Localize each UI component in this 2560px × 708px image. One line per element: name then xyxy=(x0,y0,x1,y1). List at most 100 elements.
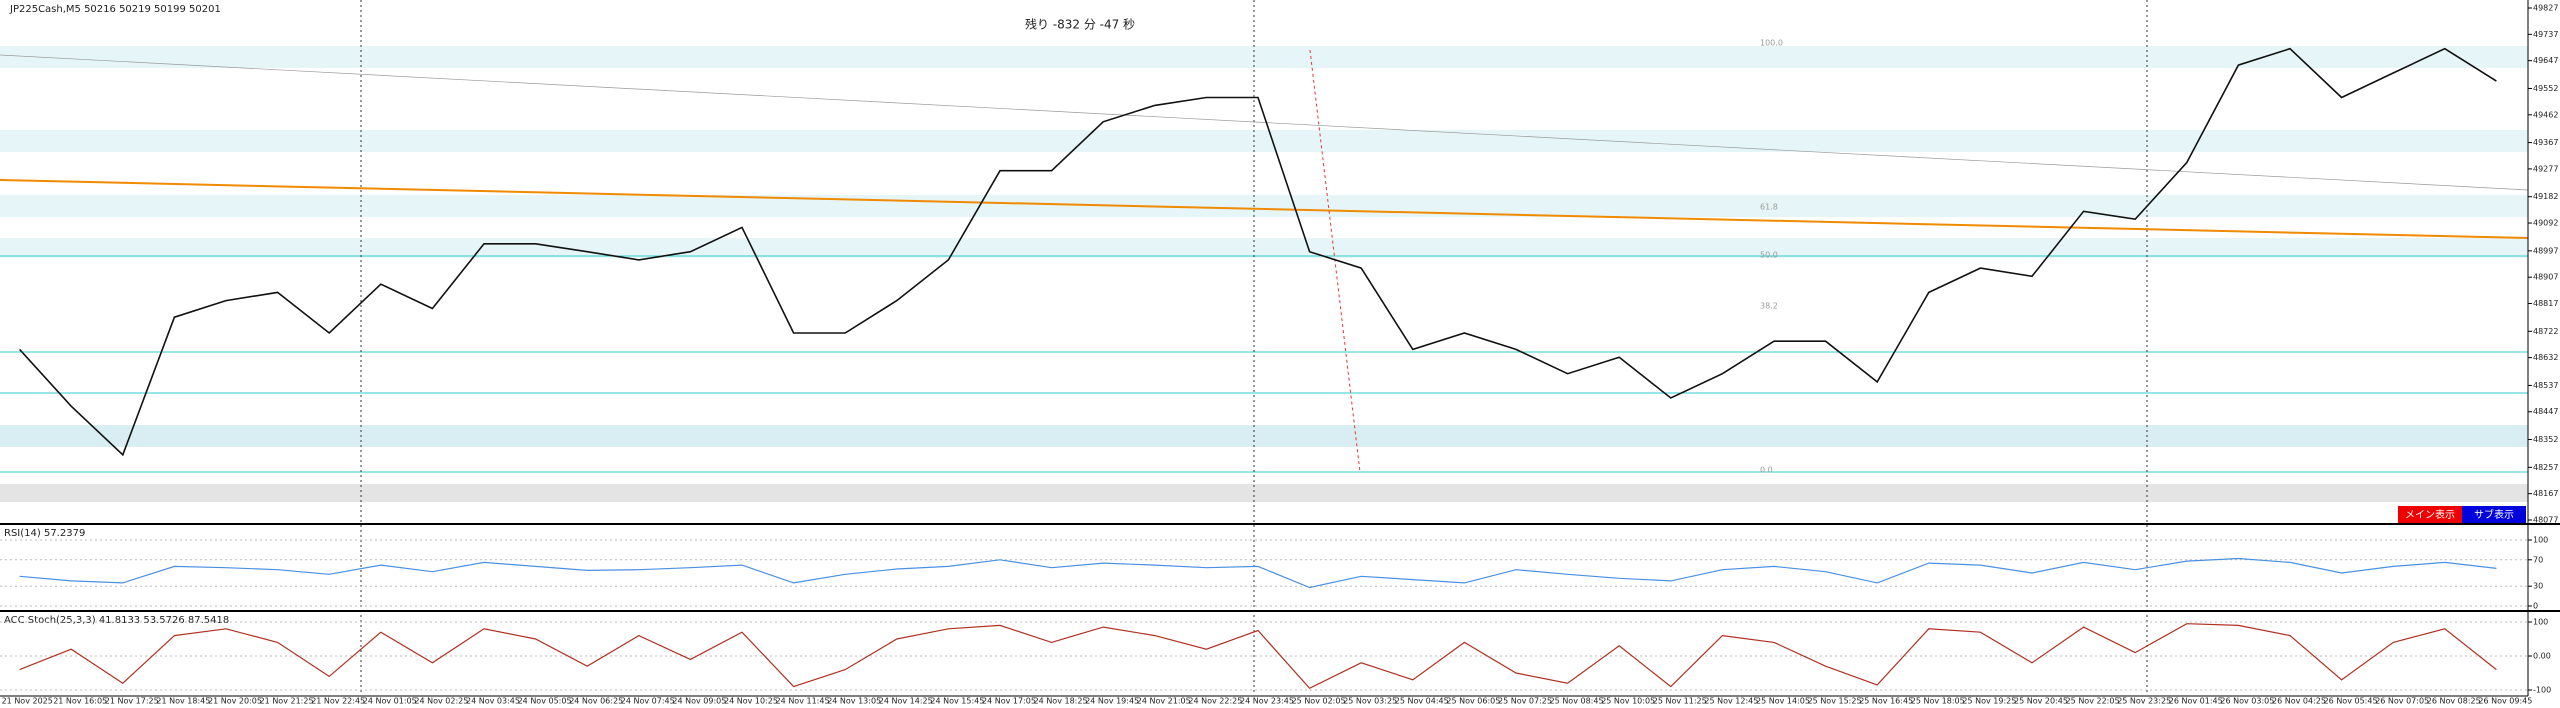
y-tick-label: 48257 xyxy=(2533,463,2558,472)
x-tick-label: 24 Nov 07:45 xyxy=(621,697,675,706)
x-tick-label: 25 Nov 08:45 xyxy=(1550,697,1604,706)
fib-label: 0.0 xyxy=(1760,466,1773,475)
x-tick-label: 25 Nov 15:25 xyxy=(1808,697,1862,706)
x-tick-label: 24 Nov 05:05 xyxy=(518,697,572,706)
x-tick-label: 25 Nov 22:05 xyxy=(2066,697,2120,706)
series-line xyxy=(19,47,2497,457)
zone xyxy=(0,238,2528,258)
x-tick-label: 25 Nov 07:25 xyxy=(1498,697,1552,706)
symbol-title: JP225Cash,M5 50216 50219 50199 50201 xyxy=(9,4,221,15)
x-tick-label: 26 Nov 08:25 xyxy=(2427,697,2481,706)
x-tick-label: 24 Nov 06:25 xyxy=(569,697,623,706)
y-tick-label: 48632 xyxy=(2533,353,2558,362)
x-tick-label: 21 Nov 16:05 xyxy=(53,697,107,706)
y-tick-label: 0 xyxy=(2533,602,2538,611)
zone xyxy=(0,46,2528,68)
x-tick-label: 24 Nov 18:25 xyxy=(1034,697,1088,706)
x-tick-label: 25 Nov 12:45 xyxy=(1704,697,1758,706)
y-tick-label: 70 xyxy=(2533,555,2543,564)
x-tick-label: 24 Nov 19:45 xyxy=(1085,697,1139,706)
x-tick-label: 21 Nov 18:45 xyxy=(156,697,210,706)
x-tick-label: 25 Nov 06:05 xyxy=(1446,697,1500,706)
x-tick-label: 26 Nov 03:05 xyxy=(2220,697,2274,706)
x-tick-label: 21 Nov 2025 xyxy=(2,697,53,706)
y-tick-label: 30 xyxy=(2533,582,2543,591)
y-tick-label: 49827 xyxy=(2533,4,2558,13)
fib-label: 61.8 xyxy=(1760,203,1778,212)
x-tick-label: 24 Nov 14:25 xyxy=(879,697,933,706)
main-view-label[interactable]: メイン表示 xyxy=(2405,508,2455,521)
x-tick-label: 25 Nov 19:25 xyxy=(1962,697,2016,706)
y-tick-label: 49462 xyxy=(2533,110,2558,119)
x-tick-label: 24 Nov 11:45 xyxy=(776,697,830,706)
x-tick-label: 26 Nov 07:05 xyxy=(2375,697,2429,706)
rsi-title: RSI(14) 57.2379 xyxy=(4,528,85,539)
fib-line xyxy=(1309,49,1361,473)
y-tick-label: 48077 xyxy=(2533,516,2558,525)
y-tick-label: 49552 xyxy=(2533,84,2558,93)
x-tick-label: 25 Nov 03:25 xyxy=(1343,697,1397,706)
y-tick-label: 48817 xyxy=(2533,299,2558,308)
series-line xyxy=(19,557,2497,589)
x-tick-label: 24 Nov 10:25 xyxy=(724,697,778,706)
x-tick-label: 24 Nov 23:45 xyxy=(1240,697,1294,706)
x-tick-label: 25 Nov 18:05 xyxy=(1911,697,1965,706)
stoch-title: ACC Stoch(25,3,3) 41.8133 53.5726 87.541… xyxy=(4,615,229,626)
y-tick-label: 49277 xyxy=(2533,164,2558,173)
y-tick-label: 49367 xyxy=(2533,138,2558,147)
x-tick-label: 24 Nov 22:25 xyxy=(1188,697,1242,706)
fib-label: 50.0 xyxy=(1760,251,1778,260)
x-tick-label: 25 Nov 02:05 xyxy=(1292,697,1346,706)
y-tick-label: 49092 xyxy=(2533,219,2558,228)
y-tick-label: 100 xyxy=(2533,618,2548,627)
y-tick-label: 48352 xyxy=(2533,435,2558,444)
x-tick-label: 21 Nov 20:05 xyxy=(208,697,262,706)
x-tick-label: 26 Nov 04:25 xyxy=(2272,697,2326,706)
series-line xyxy=(19,623,2497,690)
zones xyxy=(0,46,2529,502)
x-tick-label: 24 Nov 15:45 xyxy=(930,697,984,706)
y-tick-label: 49182 xyxy=(2533,192,2558,201)
x-tick-label: 26 Nov 05:45 xyxy=(2324,697,2378,706)
zone xyxy=(0,425,2528,447)
x-tick-label: 25 Nov 04:45 xyxy=(1395,697,1449,706)
x-tick-label: 24 Nov 21:05 xyxy=(1137,697,1191,706)
y-tick-label: 48447 xyxy=(2533,407,2558,416)
y-tick-label: 48997 xyxy=(2533,246,2558,255)
sub-view-button[interactable] xyxy=(2462,506,2526,523)
x-tick-label: 26 Nov 01:45 xyxy=(2169,697,2223,706)
main-view-button[interactable] xyxy=(2398,506,2462,523)
x-tick-label: 24 Nov 02:25 xyxy=(414,697,468,706)
sub-view-label[interactable]: サブ表示 xyxy=(2474,508,2514,521)
zone xyxy=(0,130,2528,152)
y-tick-label: 48722 xyxy=(2533,327,2558,336)
y-tick-label: -100 xyxy=(2533,686,2551,695)
x-tick-label: 25 Nov 10:05 xyxy=(1601,697,1655,706)
x-tick-label: 25 Nov 14:05 xyxy=(1756,697,1810,706)
y-tick-label: 0.00 xyxy=(2533,652,2551,661)
x-tick-label: 24 Nov 17:05 xyxy=(982,697,1036,706)
x-tick-label: 24 Nov 03:45 xyxy=(466,697,520,706)
fib-label: 100.0 xyxy=(1760,39,1783,48)
x-tick-label: 21 Nov 21:25 xyxy=(260,697,314,706)
x-tick-label: 25 Nov 20:45 xyxy=(2014,697,2068,706)
y-tick-label: 100 xyxy=(2533,536,2548,545)
y-tick-label: 49647 xyxy=(2533,56,2558,65)
countdown: 残り -832 分 -47 秒 xyxy=(1025,18,1135,32)
trend-line xyxy=(0,54,2529,191)
x-tick-label: 25 Nov 23:25 xyxy=(2117,697,2171,706)
y-tick-label: 48907 xyxy=(2533,273,2558,282)
x-tick-label: 25 Nov 11:25 xyxy=(1653,697,1707,706)
y-tick-label: 49737 xyxy=(2533,30,2558,39)
fib-label: 38.2 xyxy=(1760,302,1778,311)
ma-line xyxy=(0,179,2529,239)
x-tick-label: 21 Nov 17:25 xyxy=(105,697,159,706)
x-tick-label: 24 Nov 13:05 xyxy=(827,697,881,706)
x-tick-label: 25 Nov 16:45 xyxy=(1859,697,1913,706)
x-tick-label: 24 Nov 09:05 xyxy=(672,697,726,706)
zone xyxy=(0,195,2528,217)
y-tick-label: 48167 xyxy=(2533,489,2558,498)
y-tick-label: 48537 xyxy=(2533,381,2558,390)
x-tick-label: 21 Nov 22:45 xyxy=(311,697,365,706)
